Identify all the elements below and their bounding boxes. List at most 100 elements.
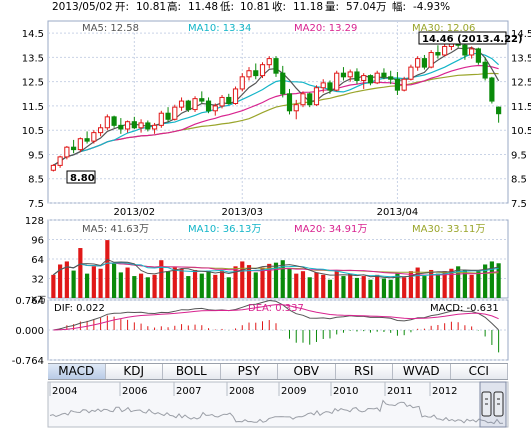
volume-bar [199,273,204,298]
volume-bar [125,267,130,298]
candle [178,97,185,111]
ma20-line [53,64,499,166]
tab-kdj[interactable]: KDJ [105,364,163,379]
volume-bar [152,274,157,298]
overview-range-selector[interactable] [479,381,507,428]
price-tick-right-0: 14.5 [511,29,531,40]
candle [300,91,306,108]
tab-obv[interactable]: OBV [278,364,336,379]
volume-bar [395,273,400,298]
volume-bar [280,260,285,298]
volume-bar [111,262,117,298]
candle [259,62,266,79]
price-x-tick-0: 2013/02 [114,207,156,218]
volume-bar [287,268,292,298]
volume-bar [172,267,177,298]
volume-bar [253,272,258,298]
volume-bar [294,273,299,298]
volume-bar [78,248,83,298]
volume-bar [456,266,461,298]
volume-y-axis: 128 96 64 32 [25,216,44,286]
candle [131,116,137,129]
volume-bar [348,273,353,298]
candle [71,139,77,154]
candle [347,69,353,82]
price-tick-right-7: 7.5 [511,199,527,210]
candle [226,93,232,105]
tab-macd[interactable]: MACD [48,364,106,379]
candle [111,115,117,128]
price-tick-right-5: 9.5 [511,150,527,161]
candle [246,67,252,81]
candle [212,103,218,116]
tab-cci[interactable]: CCI [450,364,508,379]
price-ma5-label: MA5: 12.58 [82,23,139,34]
tab-boll[interactable]: BOLL [163,364,221,379]
tab-psy[interactable]: PSY [220,364,278,379]
volume-bar [246,265,252,298]
overview-year-0: 2004 [52,386,77,397]
volume-ma10-line [53,262,499,278]
volume-bar [361,276,366,298]
tab-wvad[interactable]: WVAD [393,364,451,379]
header-close: 11.18 [293,1,323,13]
header-change-label: 幅: [392,0,406,13]
header-open: 10.81 [136,1,166,13]
volume-bar [233,266,238,298]
header-high-label: 高: [167,0,181,13]
candle [293,99,299,120]
candle [77,137,83,153]
candle [401,76,407,92]
candle [158,110,164,128]
candle [64,145,70,160]
volume-bar [219,271,225,298]
macd-dea-line [53,304,499,331]
high-annotation-text: 14.46 (2013.4.22) [422,34,523,45]
ma10-line [53,52,500,166]
candle [475,47,481,65]
volume-bar [186,276,191,298]
candle [266,56,272,69]
volume-bar [307,277,312,298]
header-change: -4.93% [413,1,450,13]
tab-rsi[interactable]: RSI [335,364,393,379]
macd-dea-label: DEA: 0.337 [248,303,304,314]
candle [253,63,259,80]
volume-bar [435,273,441,298]
volume-bar [476,271,481,298]
overview-year-6: 2011 [387,386,412,397]
header-open-label: 开: [115,1,129,13]
volume-bar [145,277,150,298]
candle [192,96,198,112]
candle [104,114,110,131]
volume-bar [71,270,76,298]
volume-bar [165,271,171,298]
volume-ma30-label: MA30: 33.11万 [412,224,485,235]
candle [145,120,151,132]
candle [98,124,104,137]
volume-bar [388,279,393,298]
candle [286,88,293,115]
header-low-label: 低: [220,0,234,13]
volume-bar [85,273,90,298]
candle [415,56,421,71]
price-ma20-label: MA20: 13.29 [294,23,357,34]
header-volume-label: 量: [325,1,339,13]
volume-bar [192,269,198,298]
price-ma30-label: MA30: 12.06 [412,23,475,34]
volume-bar [159,260,164,298]
price-panel [47,20,509,204]
macd-tick-2: -0.764 [12,356,44,367]
volume-ma-lines [53,258,499,279]
candle [320,79,326,93]
header-close-label: 收: [272,0,286,13]
overview-year-4: 2009 [281,386,306,397]
volume-bar [368,279,373,298]
candle [239,73,245,92]
candle [367,74,374,86]
volume-bar [300,271,306,298]
candle [421,54,428,70]
volume-bar [334,270,339,298]
macd-dif-label: DIF: 0.022 [54,303,105,314]
low-annotation-text: 8.80 [70,173,95,184]
